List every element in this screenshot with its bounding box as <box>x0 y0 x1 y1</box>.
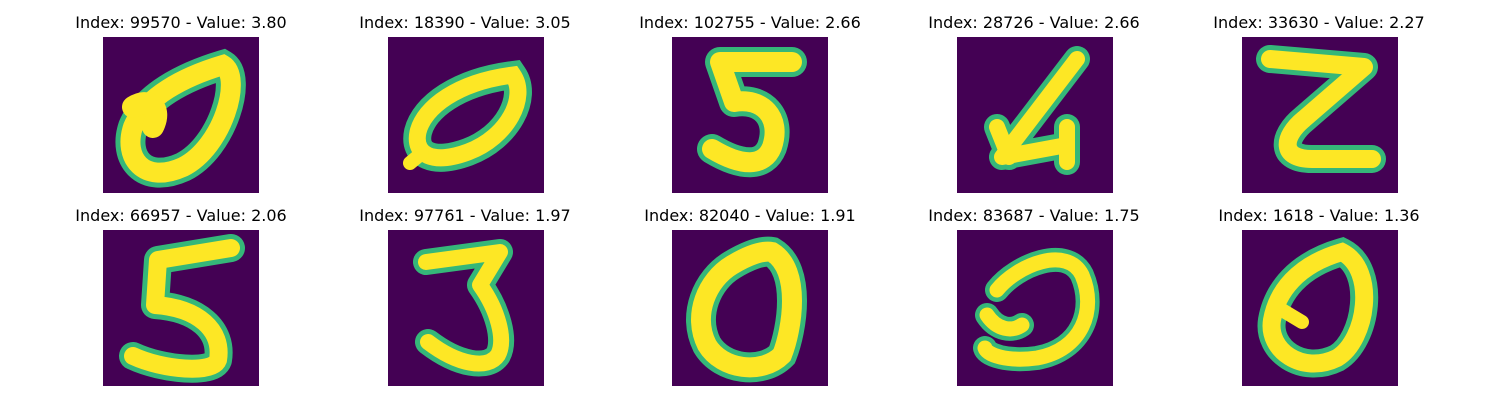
digit-image <box>672 230 828 386</box>
panel-title: Index: 18390 - Value: 3.05 <box>359 13 571 32</box>
panel-title: Index: 1618 - Value: 1.36 <box>1218 206 1420 225</box>
panel-title: Index: 99570 - Value: 3.80 <box>75 13 287 32</box>
digit-image <box>388 230 544 386</box>
digit-0-image <box>672 230 828 386</box>
digit-4-image <box>957 37 1113 193</box>
digit-5-image <box>672 37 828 193</box>
digit-image <box>388 37 544 193</box>
digit-0-image <box>957 230 1113 386</box>
digit-0-image <box>103 37 259 193</box>
digit-image <box>1242 37 1398 193</box>
digit-image <box>672 37 828 193</box>
panel-title: Index: 102755 - Value: 2.66 <box>639 13 861 32</box>
panel-title: Index: 66957 - Value: 2.06 <box>75 206 287 225</box>
digit-image <box>103 37 259 193</box>
panel-title: Index: 28726 - Value: 2.66 <box>928 13 1140 32</box>
panel-title: Index: 33630 - Value: 2.27 <box>1213 13 1425 32</box>
digit-image <box>957 230 1113 386</box>
digit-5-image <box>388 230 544 386</box>
panel-title: Index: 82040 - Value: 1.91 <box>644 206 856 225</box>
digit-image <box>1242 230 1398 386</box>
panel-title: Index: 83687 - Value: 1.75 <box>928 206 1140 225</box>
digit-2-image <box>1242 37 1398 193</box>
digit-0-image <box>1242 230 1398 386</box>
digit-0-image <box>388 37 544 193</box>
digit-image <box>103 230 259 386</box>
digit-5-image <box>103 230 259 386</box>
panel-title: Index: 97761 - Value: 1.97 <box>359 206 571 225</box>
digit-image <box>957 37 1113 193</box>
